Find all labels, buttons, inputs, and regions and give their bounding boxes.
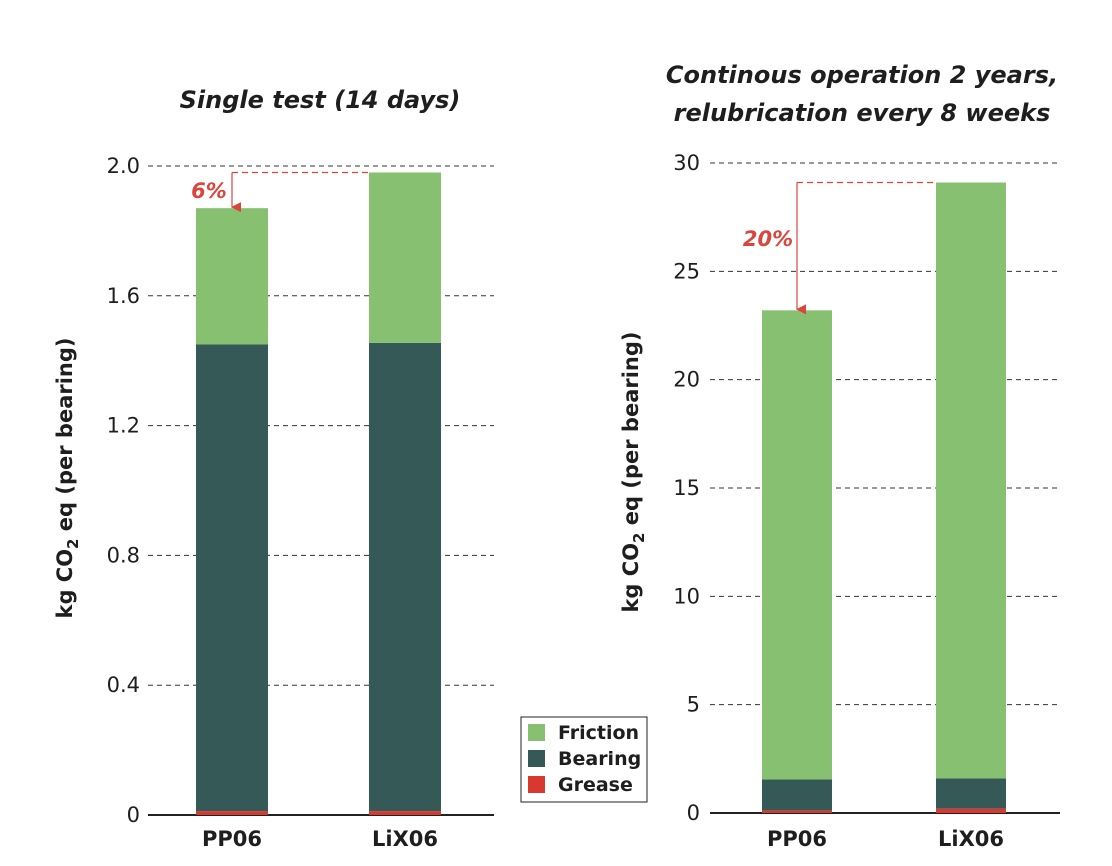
bar-segment-grease-pp06 (762, 810, 832, 813)
bar-segment-friction-lix06 (936, 182, 1006, 779)
bar-segment-grease-pp06 (196, 811, 268, 815)
bar-segment-bearing-lix06 (936, 778, 1006, 809)
y-axis-label: kg CO2 eq (per bearing) (53, 337, 82, 618)
y-tick-label: 20 (673, 368, 700, 392)
chart-single-test: 0 0.4 0.8 1.2 1.6 2.0 PP06 LiX06 Single test (14… (53, 86, 494, 851)
legend: Friction Bearing Grease (520, 716, 648, 803)
bar-segment-bearing-lix06 (369, 342, 441, 812)
chart-title: Single test (14 days) (180, 86, 461, 114)
chart-continuous-operation: 0 5 10 15 20 25 30 PP06 LiX06 Continous operation… (619, 61, 1060, 851)
bar-segment-friction-pp06 (196, 208, 268, 345)
legend-label-friction: Friction (558, 722, 639, 744)
y-axis-label: kg CO2 eq (per bearing) (619, 331, 648, 612)
category-label-lix06: LiX06 (938, 827, 1004, 851)
y-tick-label: 15 (673, 476, 700, 500)
bar-segment-bearing-pp06 (762, 779, 832, 811)
y-tick-label: 0 (127, 803, 140, 827)
y-tick-label: 10 (673, 584, 700, 608)
legend-label-bearing: Bearing (558, 748, 641, 770)
legend-swatch-grease (528, 776, 545, 793)
y-tick-label: 5 (687, 693, 700, 717)
annotation-label: 20% (743, 227, 793, 251)
y-tick-label: 25 (673, 259, 700, 283)
legend-swatch-friction (528, 724, 545, 741)
bar-segment-grease-lix06 (936, 808, 1006, 813)
legend-label-grease: Grease (558, 774, 633, 796)
y-tick-label: 2.0 (107, 154, 140, 178)
category-label-pp06: PP06 (202, 827, 262, 851)
y-tick-label: 0.8 (107, 543, 140, 567)
legend-swatch-bearing (528, 750, 545, 767)
bar-segment-friction-lix06 (369, 172, 441, 343)
bar-segment-friction-pp06 (762, 310, 832, 780)
y-tick-label: 1.2 (107, 414, 140, 438)
category-label-pp06: PP06 (767, 827, 827, 851)
category-label-lix06: LiX06 (372, 827, 438, 851)
annotation-label: 6% (191, 179, 227, 203)
y-tick-label: 1.6 (107, 284, 140, 308)
y-tick-label: 30 (673, 151, 700, 175)
chart-title: Continous operation 2 years, (666, 61, 1058, 89)
chart-title: relubrication every 8 weeks (674, 99, 1051, 127)
y-tick-label: 0 (687, 801, 700, 825)
bar-segment-grease-lix06 (369, 811, 441, 815)
y-tick-label: 0.4 (107, 673, 140, 697)
bar-segment-bearing-pp06 (196, 344, 268, 812)
